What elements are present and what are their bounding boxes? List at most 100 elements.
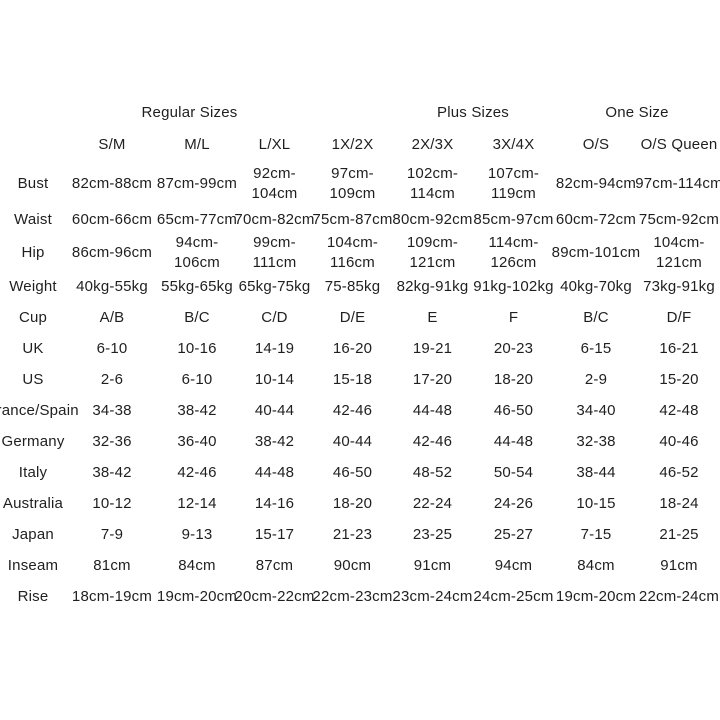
row-label: France/Spain (0, 401, 79, 419)
cell: 90cm (333, 556, 372, 574)
row-label: UK (22, 339, 44, 357)
cell: 7-15 (580, 525, 612, 543)
cell: 44-48 (412, 401, 453, 419)
cell: 91cm (413, 556, 452, 574)
group-header: One Size (605, 104, 669, 121)
cell: 19-21 (412, 339, 453, 357)
cell: 2-9 (584, 370, 608, 388)
cell: 75cm-92cm (638, 210, 720, 228)
cell: 22cm-24cm (638, 587, 720, 605)
column-header: O/S Queen (640, 136, 718, 153)
cell: 99cm- 111cm (252, 234, 297, 271)
cell: 89cm-101cm (551, 244, 641, 261)
group-header: Plus Sizes (436, 104, 510, 121)
cell: 6-10 (96, 339, 128, 357)
cell: 94cm- 106cm (173, 234, 221, 271)
cell: 9-13 (181, 525, 213, 543)
cell: 38-44 (576, 463, 616, 481)
row-label: Germany (1, 432, 65, 450)
cell: 87cm-99cm (156, 175, 238, 192)
cell: 75cm-87cm (312, 210, 393, 228)
cell: 86cm-96cm (71, 244, 153, 261)
cell: 10-12 (92, 494, 132, 512)
cell: 20cm-22cm (234, 587, 315, 605)
cell: 2-6 (100, 370, 124, 388)
column-header: S/M (98, 136, 126, 153)
cell: 17-20 (412, 370, 453, 388)
cell: 21-23 (332, 525, 373, 543)
cell: 10-16 (177, 339, 217, 357)
cell: 91kg-102kg (473, 277, 554, 295)
cell: 36-40 (177, 432, 217, 450)
cell: 80cm-92cm (392, 210, 473, 228)
cell: 24-26 (493, 494, 534, 512)
cell: 73kg-91kg (643, 277, 715, 295)
cell: 15-20 (659, 370, 699, 388)
cell: 82cm-94cm (555, 175, 637, 192)
cell: 42-46 (412, 432, 453, 450)
cell: 94cm (494, 556, 533, 574)
cell: 34-40 (576, 401, 616, 419)
cell: 70cm-82cm (234, 210, 315, 228)
cell: 22cm-23cm (312, 587, 393, 605)
cell: 25-27 (493, 525, 534, 543)
cell: 92cm- 104cm (251, 165, 298, 202)
cell: 97cm- 109cm (329, 165, 376, 202)
cell: 87cm (255, 556, 294, 574)
cell: 18cm-19cm (71, 587, 153, 605)
cell: 7-9 (100, 525, 124, 543)
cell: 114cm- 126cm (488, 234, 539, 271)
cell: 34-38 (92, 401, 132, 419)
cell: 55kg-65kg (161, 277, 233, 295)
cell: 38-42 (92, 463, 132, 481)
cell: 38-42 (254, 432, 295, 450)
cell: 102cm- 114cm (406, 165, 459, 202)
column-header: O/S (582, 136, 610, 153)
cell: 16-20 (332, 339, 373, 357)
cell: 6-15 (580, 339, 612, 357)
row-label: Italy (18, 463, 48, 481)
row-label: Weight (9, 277, 57, 295)
cell: 48-52 (412, 463, 453, 481)
cell: A/B (99, 308, 125, 326)
cell: 40kg-70kg (560, 277, 632, 295)
cell: 84cm (577, 556, 615, 574)
row-label: Australia (2, 494, 64, 512)
cell: 20-23 (493, 339, 534, 357)
cell: 15-18 (332, 370, 373, 388)
cell: 91cm (660, 556, 698, 574)
row-label: US (22, 370, 44, 388)
cell: 46-52 (659, 463, 699, 481)
cell: 16-21 (659, 339, 699, 357)
cell: 109cm- 121cm (406, 234, 459, 271)
column-header: 2X/3X (411, 136, 454, 153)
cell: 32-36 (92, 432, 132, 450)
cell: 10-14 (254, 370, 295, 388)
cell: 32-38 (576, 432, 616, 450)
cell: 23cm-24cm (392, 587, 473, 605)
cell: 50-54 (493, 463, 534, 481)
cell: 82cm-88cm (71, 175, 153, 192)
size-chart-page: Regular Sizes Plus Sizes One Size S/M M/L L/X… (0, 100, 720, 720)
group-header: Regular Sizes (141, 104, 238, 121)
cell: 40-44 (332, 432, 373, 450)
row-label: Cup (18, 308, 48, 326)
cell: 18-20 (332, 494, 373, 512)
cell: D/E (339, 308, 366, 326)
cell: 42-48 (659, 401, 699, 419)
column-header: M/L (184, 136, 210, 153)
cell: 19cm-20cm (156, 587, 238, 605)
column-header: 3X/4X (492, 136, 535, 153)
cell: 42-46 (177, 463, 217, 481)
cell: 44-48 (493, 432, 534, 450)
cell: 65kg-75kg (238, 277, 311, 295)
cell: 40kg-55kg (76, 277, 148, 295)
cell: 75-85kg (324, 277, 381, 295)
cell: 18-20 (493, 370, 534, 388)
cell: 40-44 (254, 401, 295, 419)
cell: 46-50 (493, 401, 534, 419)
cell: 23-25 (412, 525, 453, 543)
cell: 104cm- 121cm (653, 234, 705, 271)
cell: C/D (261, 308, 288, 326)
cell: E (427, 308, 438, 326)
